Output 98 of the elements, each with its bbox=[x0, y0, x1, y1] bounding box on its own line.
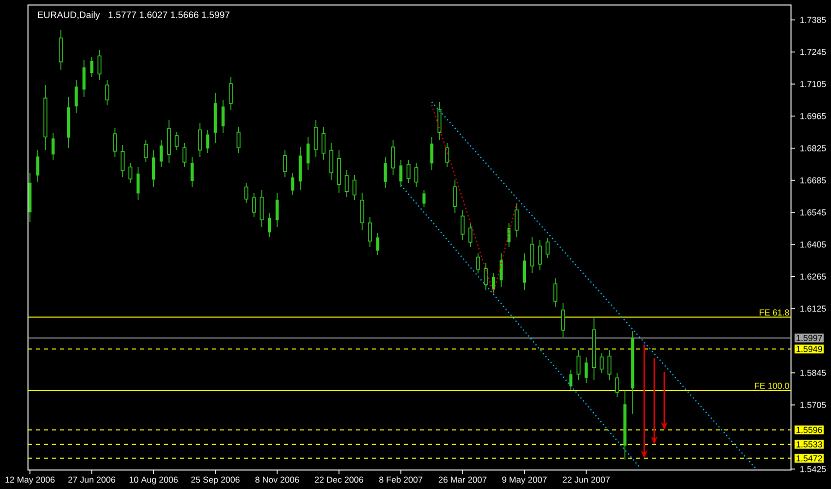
candlestick bbox=[600, 352, 604, 374]
y-tick-label: 1.6965 bbox=[800, 113, 826, 120]
candlestick bbox=[384, 156, 387, 189]
ref-line-label: FE 61.8 bbox=[760, 309, 790, 316]
x-tick-label: 26 Mar 2007 bbox=[438, 476, 486, 483]
candlestick bbox=[468, 222, 472, 248]
candlestick bbox=[236, 126, 240, 154]
candlestick bbox=[460, 210, 465, 241]
candlestick bbox=[174, 132, 179, 150]
candlestick bbox=[484, 262, 488, 290]
candlestick bbox=[546, 238, 550, 258]
candlestick bbox=[376, 232, 380, 256]
y-tick-label: 1.7385 bbox=[800, 16, 826, 23]
candlestick bbox=[222, 99, 225, 134]
candlestick bbox=[438, 102, 442, 140]
x-tick-label: 9 May 2007 bbox=[502, 476, 547, 484]
candlestick bbox=[422, 190, 426, 208]
y-tick-label: 1.7105 bbox=[800, 81, 826, 88]
candlestick bbox=[58, 30, 63, 70]
candlestick bbox=[244, 182, 248, 204]
candlestick bbox=[82, 60, 86, 98]
y-tick-label: 1.5845 bbox=[800, 370, 826, 376]
ref-line-label: 1.5472 bbox=[796, 455, 822, 462]
candlestick bbox=[206, 129, 210, 154]
candlestick bbox=[584, 356, 588, 384]
candlestick bbox=[252, 192, 256, 218]
candlestick bbox=[90, 56, 94, 78]
y-tick-label: 1.6125 bbox=[800, 306, 826, 312]
ref-line-label: 1.5596 bbox=[796, 426, 822, 433]
candlestick bbox=[182, 142, 186, 168]
y-tick-label: 1.6405 bbox=[800, 241, 826, 248]
candlestick bbox=[399, 160, 402, 188]
x-tick-label: 27 Jun 2006 bbox=[68, 476, 116, 483]
x-tick-label: 22 Jun 2007 bbox=[562, 476, 610, 483]
ref-line-label: 1.5949 bbox=[796, 346, 822, 352]
x-tick-label: 8 Nov 2006 bbox=[255, 476, 299, 483]
candlestick bbox=[322, 126, 326, 160]
candlestick bbox=[329, 142, 334, 180]
y-tick-label: 1.7245 bbox=[800, 48, 826, 56]
y-tick-label: 1.5705 bbox=[800, 402, 826, 408]
text: EURAUD,Daily bbox=[38, 11, 100, 20]
candlestick bbox=[368, 216, 372, 248]
candlestick bbox=[500, 252, 503, 288]
candlestick bbox=[430, 136, 434, 170]
candlestick bbox=[128, 162, 132, 184]
candlestick bbox=[136, 166, 140, 200]
ref-line-label: 1.5533 bbox=[796, 441, 822, 448]
candlestick bbox=[538, 240, 542, 271]
candlestick bbox=[276, 192, 279, 228]
candlestick bbox=[553, 278, 558, 308]
candlestick bbox=[291, 172, 294, 196]
candlestick bbox=[144, 140, 148, 162]
candlestick bbox=[36, 150, 40, 182]
x-tick-label: 12 May 2006 bbox=[6, 476, 55, 484]
candlestick bbox=[228, 76, 233, 110]
candlestick bbox=[105, 80, 110, 106]
candlestick bbox=[406, 160, 410, 184]
x-tick-label: 8 Feb 2007 bbox=[379, 476, 422, 483]
candlestick bbox=[344, 170, 349, 198]
candlestick bbox=[268, 212, 272, 238]
candlestick bbox=[306, 136, 310, 170]
candlestick bbox=[492, 272, 496, 294]
x-tick-label: 22 Dec 2006 bbox=[314, 476, 364, 483]
candlestick bbox=[282, 150, 287, 178]
candlestick bbox=[530, 236, 534, 274]
candlestick bbox=[314, 120, 318, 158]
text: 1.5777 1.6027 1.5666 1.5997 bbox=[108, 12, 230, 18]
x-tick-label: 10 Aug 2006 bbox=[130, 476, 178, 484]
candlestick bbox=[74, 80, 78, 114]
y-tick-label: 1.6265 bbox=[800, 274, 826, 280]
x-tick-label: 25 Sep 2006 bbox=[191, 476, 240, 484]
y-tick-label: 1.6825 bbox=[800, 145, 826, 152]
candlestick bbox=[445, 142, 450, 168]
ref-line-label: 1.5997 bbox=[796, 334, 822, 342]
candlestick bbox=[160, 140, 163, 168]
candlestick bbox=[452, 180, 457, 214]
candlestick bbox=[569, 370, 572, 391]
candlestick bbox=[561, 302, 566, 338]
candlestick bbox=[476, 252, 480, 274]
candlestick bbox=[52, 132, 55, 160]
candlestick bbox=[576, 350, 580, 381]
candlestick bbox=[112, 128, 117, 158]
candlestick bbox=[360, 192, 364, 230]
candlestick bbox=[98, 50, 102, 80]
y-tick-label: 1.6545 bbox=[800, 209, 826, 216]
candlestick bbox=[120, 144, 125, 178]
candlestick bbox=[260, 190, 264, 228]
candlestick bbox=[607, 350, 612, 381]
candlestick bbox=[152, 150, 156, 188]
candlestick bbox=[391, 140, 396, 176]
y-tick-label: 1.5425 bbox=[800, 466, 826, 472]
candlestick bbox=[352, 174, 356, 200]
candlestick bbox=[522, 252, 526, 290]
ref-line-label: FE 100.0 bbox=[754, 382, 790, 389]
candlestick bbox=[198, 122, 202, 158]
candlestick bbox=[615, 372, 620, 398]
candlestick bbox=[190, 156, 194, 188]
y-tick-label: 1.6685 bbox=[800, 177, 826, 184]
